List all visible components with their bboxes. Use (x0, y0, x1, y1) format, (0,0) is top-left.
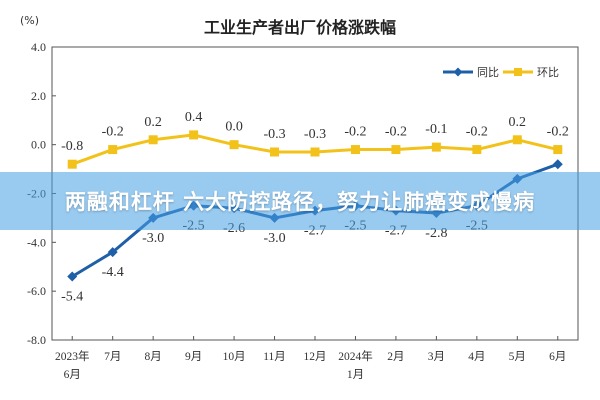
chart-title: 工业生产者出厂价格涨跌幅 (204, 18, 396, 37)
overlay-banner-text: 两融和杠杆 六大防控路径，努力让肺癌变成慢病 (64, 190, 536, 214)
mom-point (553, 145, 563, 155)
mom-point (148, 135, 158, 145)
mom-data-label: -0.3 (263, 127, 285, 142)
x-tick-label: 2月 (387, 351, 404, 363)
yoy-data-label: -3.0 (142, 231, 164, 246)
y-tick-label: 2.0 (31, 89, 46, 103)
x-tick-label: 3月 (428, 351, 445, 363)
mom-point (391, 145, 401, 155)
y-axis-label: (%) (20, 14, 39, 27)
x-tick-label: 5月 (509, 351, 526, 363)
y-tick-label: -6.0 (27, 284, 46, 298)
overlay-banner: 两融和杠杆 六大防控路径，努力让肺癌变成慢病 (0, 172, 600, 230)
x-tick-label-line: 11月 (263, 351, 286, 363)
mom-point (270, 147, 280, 157)
x-tick-label: 10月 (223, 351, 246, 363)
x-tick-label: 6月 (549, 351, 566, 363)
mom-point (189, 130, 199, 140)
legend-marker-yoy (453, 67, 463, 77)
x-tick-label: 8月 (145, 351, 162, 363)
mom-point (310, 147, 320, 157)
mom-data-label: -0.2 (102, 125, 124, 140)
legend-marker-mom (514, 68, 522, 76)
mom-data-label: -0.2 (385, 125, 407, 140)
x-tick-label: 11月 (263, 351, 286, 363)
x-tick-label-line: 12月 (304, 351, 327, 363)
mom-point (229, 140, 239, 150)
mom-data-label: 0.0 (225, 120, 243, 135)
x-tick-label: 2024年 1月 (338, 349, 373, 381)
mom-point (350, 145, 360, 155)
yoy-point (552, 159, 563, 170)
x-tick-label: 9月 (185, 351, 202, 363)
mom-data-label: 0.2 (509, 115, 527, 130)
yoy-point (107, 247, 118, 258)
x-tick-label-line: 10月 (223, 351, 246, 363)
x-tick-label-line: 8月 (145, 351, 162, 363)
y-tick-label: 0.0 (31, 138, 46, 152)
x-tick-label-line: 9月 (185, 351, 202, 363)
mom-data-label: 0.4 (185, 110, 203, 125)
x-tick-label-line: 6月 (549, 351, 566, 363)
x-tick-label-line: 4月 (468, 351, 485, 363)
x-tick-label: 7月 (104, 351, 121, 363)
mom-data-label: -0.2 (547, 125, 569, 140)
mom-data-label: -0.1 (425, 122, 447, 137)
legend: 同比 环比 (443, 66, 559, 79)
mom-data-label: -0.3 (304, 127, 326, 142)
x-tick-label-line: 2月 (387, 351, 404, 363)
mom-data-label: 0.2 (144, 115, 162, 130)
yoy-data-label: -5.4 (61, 290, 83, 305)
mom-point (472, 145, 482, 155)
mom-point (431, 142, 441, 152)
x-tick-label-line: 1月 (347, 369, 364, 381)
yoy-data-label: -4.4 (102, 265, 124, 280)
mom-data-label: -0.2 (466, 125, 488, 140)
x-tick-label-line: 6月 (64, 369, 81, 381)
x-tick-label-line: 2024年 (338, 349, 373, 363)
legend-label-yoy: 同比 (477, 66, 499, 79)
mom-point (108, 145, 118, 155)
x-tick-label-line: 3月 (428, 351, 445, 363)
y-tick-label: -4.0 (27, 235, 46, 249)
x-tick-label-line: 2023年 (55, 349, 90, 363)
mom-point (512, 135, 522, 145)
x-tick-label: 12月 (304, 351, 327, 363)
x-tick-label: 4月 (468, 351, 485, 363)
y-tick-label: 4.0 (31, 40, 46, 54)
mom-point (67, 159, 77, 169)
mom-data-label: -0.8 (61, 139, 83, 154)
x-tick-label-line: 5月 (509, 351, 526, 363)
x-tick-label: 2023年 6月 (55, 349, 90, 381)
legend-label-mom: 环比 (537, 66, 559, 79)
yoy-point (67, 271, 78, 282)
mom-data-label: -0.2 (344, 125, 366, 140)
yoy-data-label: -3.0 (263, 231, 285, 246)
x-tick-label-line: 7月 (104, 351, 121, 363)
y-tick-label: -8.0 (27, 333, 46, 347)
